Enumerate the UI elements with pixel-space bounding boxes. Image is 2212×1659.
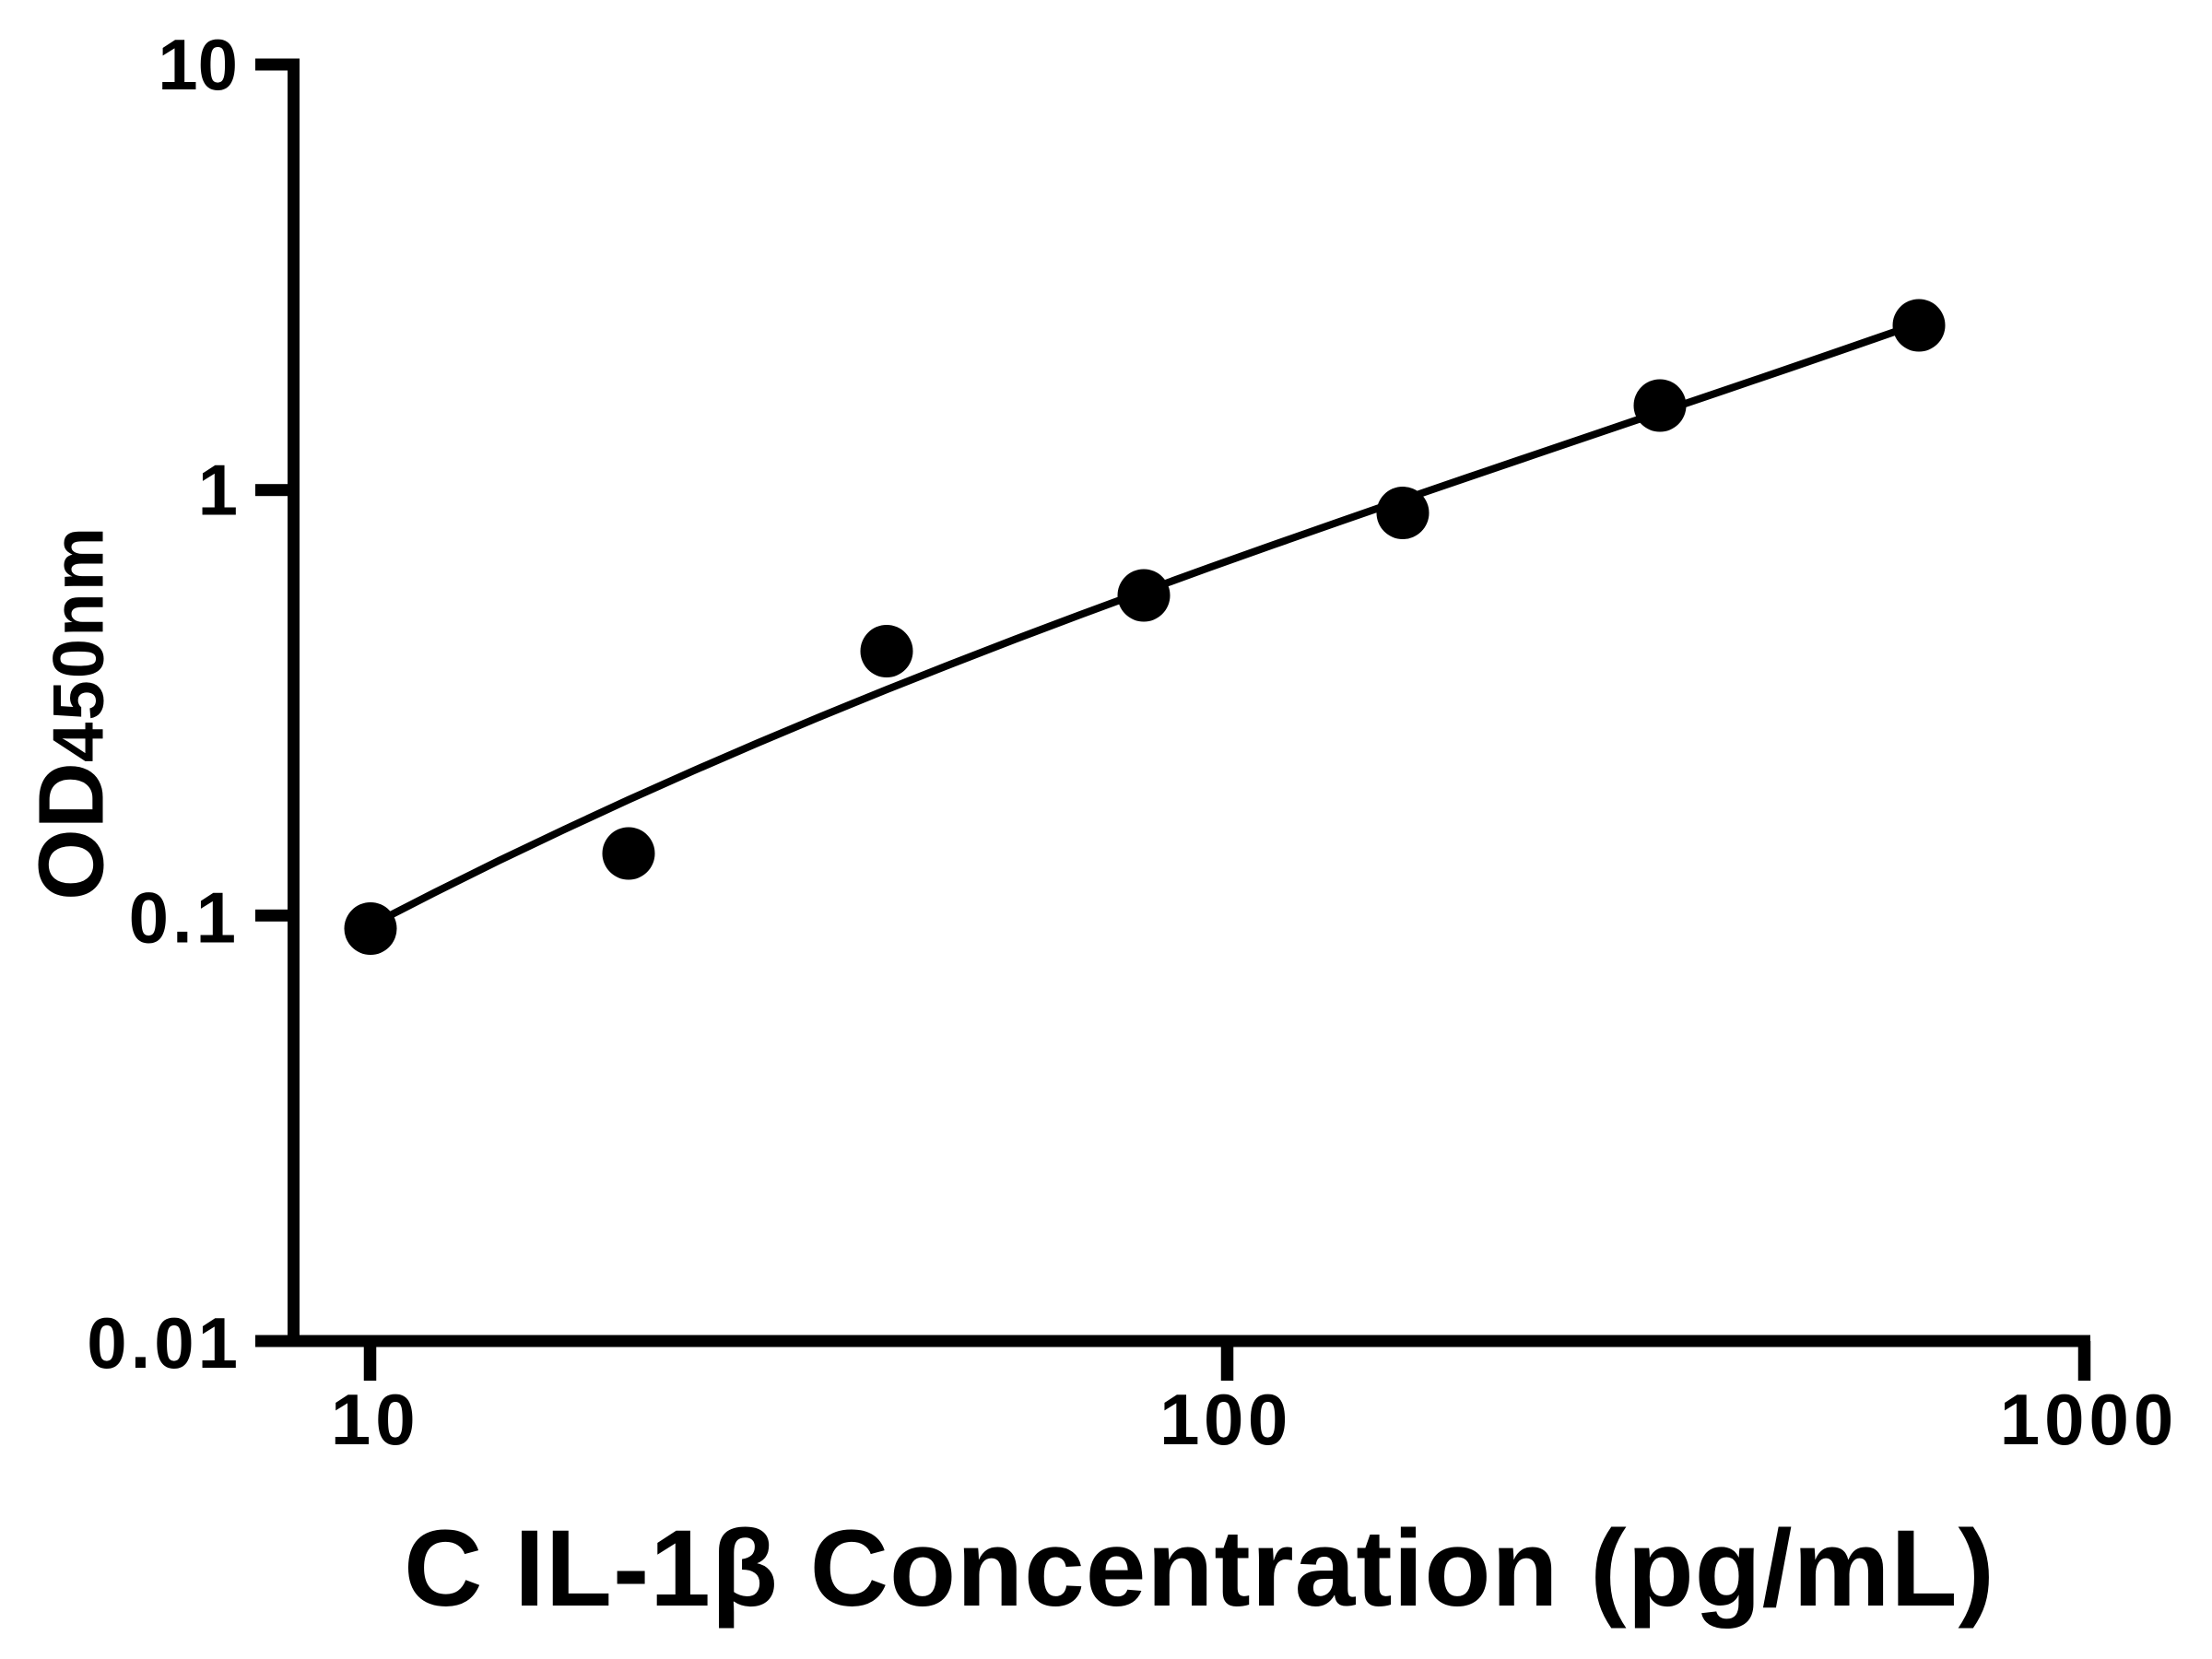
svg-text:0.1: 0.1 <box>129 877 240 958</box>
svg-text:0.01: 0.01 <box>87 1302 241 1383</box>
svg-text:10: 10 <box>331 1379 420 1460</box>
svg-text:OD450nm: OD450nm <box>20 525 124 900</box>
svg-text:10: 10 <box>158 24 238 105</box>
svg-text:100: 100 <box>1159 1379 1292 1460</box>
svg-text:1: 1 <box>198 450 238 531</box>
svg-text:C IL-1β Concentration (pg/mL): C IL-1β Concentration (pg/mL) <box>404 1508 1995 1630</box>
svg-text:1000: 1000 <box>2000 1379 2179 1460</box>
